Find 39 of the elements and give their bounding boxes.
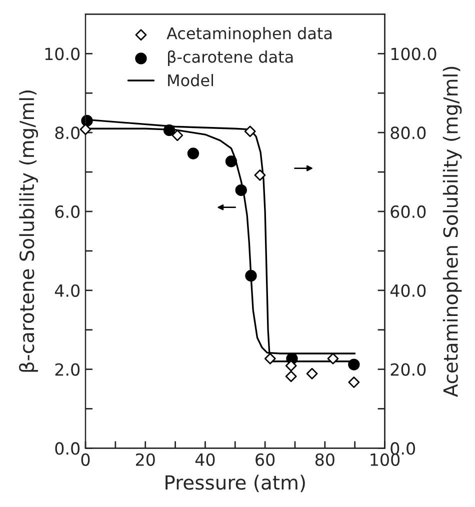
point bbox=[80, 124, 92, 136]
point bbox=[245, 270, 257, 282]
y2-tick-label: 40.0 bbox=[390, 284, 426, 297]
x-tick-label: 80 bbox=[315, 453, 334, 466]
y2-tick-label: 100.0 bbox=[391, 48, 436, 60]
point bbox=[285, 360, 297, 372]
x-tick-label: 60 bbox=[256, 453, 275, 466]
point bbox=[244, 126, 256, 138]
point bbox=[306, 368, 318, 380]
y2-axis-title: Acetaminophen Solubility (mg/ml) bbox=[442, 66, 462, 398]
point bbox=[348, 358, 360, 370]
point bbox=[254, 169, 266, 181]
y2-tick-label: 80.0 bbox=[390, 126, 426, 140]
point bbox=[348, 376, 360, 388]
y-tick-label: 10.0 bbox=[45, 48, 80, 60]
point bbox=[235, 184, 247, 196]
x-tick-label: 40 bbox=[195, 453, 215, 466]
legend-label: β-carotene data bbox=[168, 50, 293, 66]
y2-tick-label: 20.0 bbox=[390, 363, 426, 376]
x-tick-label: 0 bbox=[81, 453, 90, 466]
y2-tick-label: 60.0 bbox=[390, 205, 426, 218]
point bbox=[285, 370, 297, 382]
point bbox=[225, 156, 238, 168]
y-axis-title: β-carotene Solubility (mg/ml) bbox=[19, 90, 38, 372]
y-tick-label: 0.0 bbox=[55, 442, 80, 455]
point bbox=[172, 130, 184, 142]
point bbox=[187, 148, 200, 160]
x-tick-label: 100 bbox=[370, 453, 400, 466]
y-tick-label: 6.0 bbox=[55, 205, 80, 218]
legend-label: Acetaminophen data bbox=[166, 26, 332, 42]
y-tick-label: 2.0 bbox=[55, 363, 80, 376]
x-tick-label: 20 bbox=[136, 453, 155, 466]
y-tick-label: 4.0 bbox=[54, 284, 80, 297]
y2-tick-label: 0.0 bbox=[390, 442, 416, 455]
point bbox=[327, 352, 339, 364]
point bbox=[264, 352, 276, 364]
x-axis-title: Pressure (atm) bbox=[166, 474, 305, 492]
y-tick-label: 8.0 bbox=[55, 126, 80, 140]
legend-label: Model bbox=[168, 74, 213, 86]
